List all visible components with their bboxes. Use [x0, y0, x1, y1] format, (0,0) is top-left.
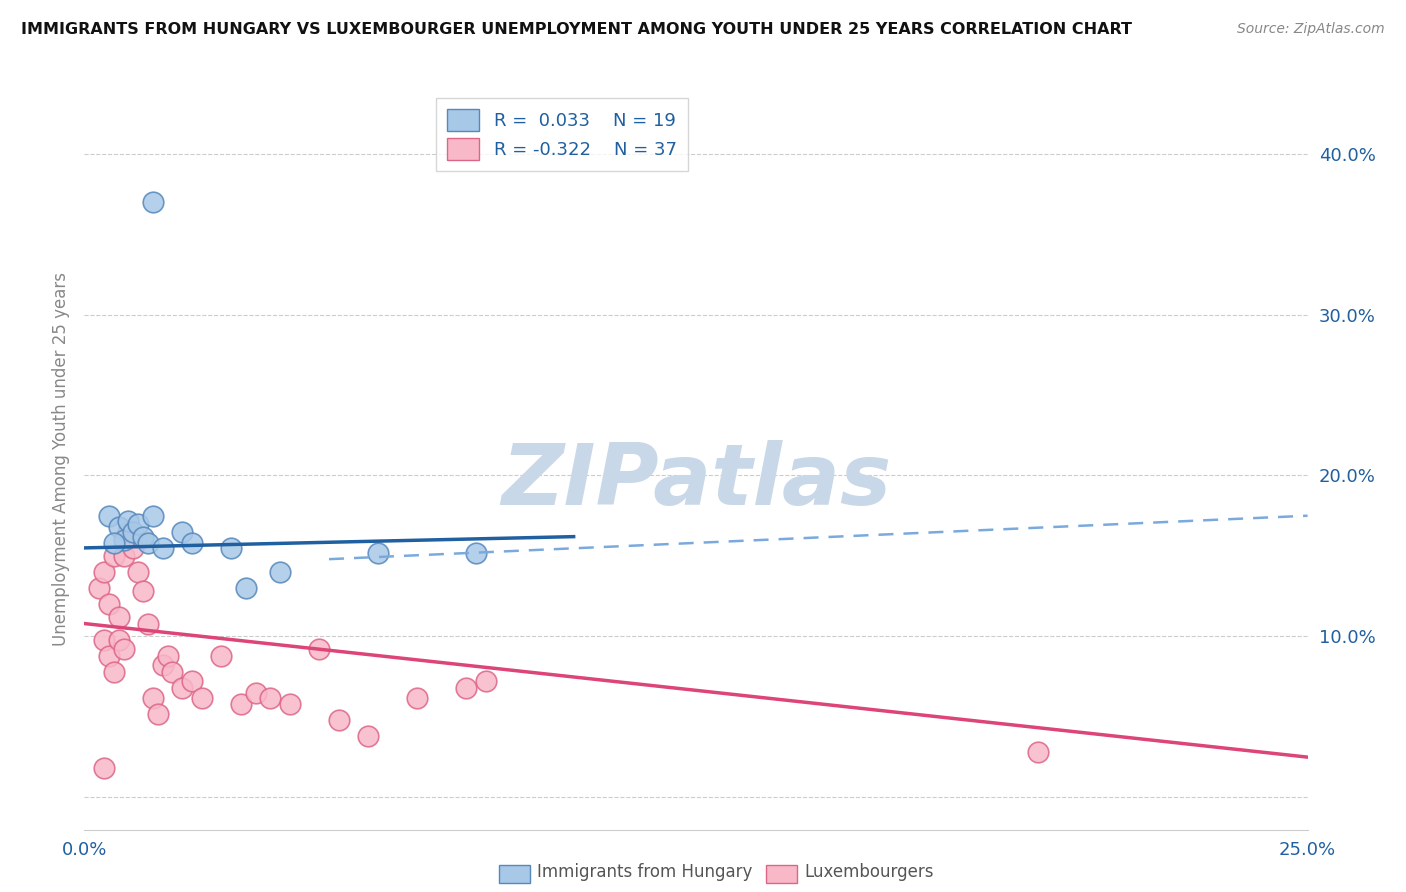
Point: [93, 565, 115, 579]
Point: [181, 674, 204, 689]
Point: [107, 520, 129, 534]
Point: [454, 681, 477, 695]
Point: [181, 536, 204, 550]
Point: [406, 690, 429, 705]
Point: [107, 632, 129, 647]
Point: [97, 508, 120, 523]
Point: [172, 681, 194, 695]
Point: [229, 697, 252, 711]
Point: [1028, 745, 1050, 759]
Text: IMMIGRANTS FROM HUNGARY VS LUXEMBOURGER UNEMPLOYMENT AMONG YOUTH UNDER 25 YEARS : IMMIGRANTS FROM HUNGARY VS LUXEMBOURGER …: [21, 22, 1132, 37]
Point: [142, 194, 165, 209]
Point: [127, 516, 149, 531]
Point: [97, 597, 120, 611]
Point: [308, 642, 330, 657]
Point: [122, 541, 145, 555]
Point: [122, 524, 145, 539]
Y-axis label: Unemployment Among Youth under 25 years: Unemployment Among Youth under 25 years: [52, 272, 70, 647]
Point: [112, 533, 135, 547]
Point: [103, 665, 125, 679]
Point: [245, 686, 267, 700]
Point: [87, 581, 110, 595]
Point: [136, 536, 159, 550]
Point: [464, 546, 486, 560]
Point: [117, 514, 139, 528]
Point: [146, 706, 169, 721]
Point: [219, 541, 242, 555]
Point: [152, 541, 174, 555]
Point: [191, 690, 214, 705]
Point: [269, 565, 291, 579]
Text: Source: ZipAtlas.com: Source: ZipAtlas.com: [1237, 22, 1385, 37]
Point: [278, 697, 301, 711]
Point: [97, 648, 120, 663]
Point: [112, 642, 135, 657]
Point: [367, 546, 389, 560]
Point: [132, 584, 155, 599]
Point: [127, 565, 149, 579]
Point: [328, 713, 350, 727]
Point: [142, 690, 165, 705]
Point: [209, 648, 232, 663]
Point: [136, 616, 159, 631]
Point: [142, 508, 165, 523]
Text: Immigrants from Hungary: Immigrants from Hungary: [537, 863, 752, 881]
Point: [474, 674, 496, 689]
Point: [93, 761, 115, 775]
Point: [103, 549, 125, 563]
Legend: R =  0.033    N = 19, R = -0.322    N = 37: R = 0.033 N = 19, R = -0.322 N = 37: [436, 98, 688, 171]
Point: [132, 530, 155, 544]
Point: [103, 536, 125, 550]
Point: [156, 648, 179, 663]
Point: [107, 610, 129, 624]
Text: Luxembourgers: Luxembourgers: [804, 863, 934, 881]
Point: [117, 524, 139, 539]
Point: [152, 658, 174, 673]
Point: [172, 524, 194, 539]
Point: [162, 665, 184, 679]
Point: [235, 581, 257, 595]
Point: [112, 549, 135, 563]
Point: [357, 729, 380, 743]
Point: [93, 632, 115, 647]
Text: ZIPatlas: ZIPatlas: [501, 440, 891, 523]
Point: [259, 690, 281, 705]
